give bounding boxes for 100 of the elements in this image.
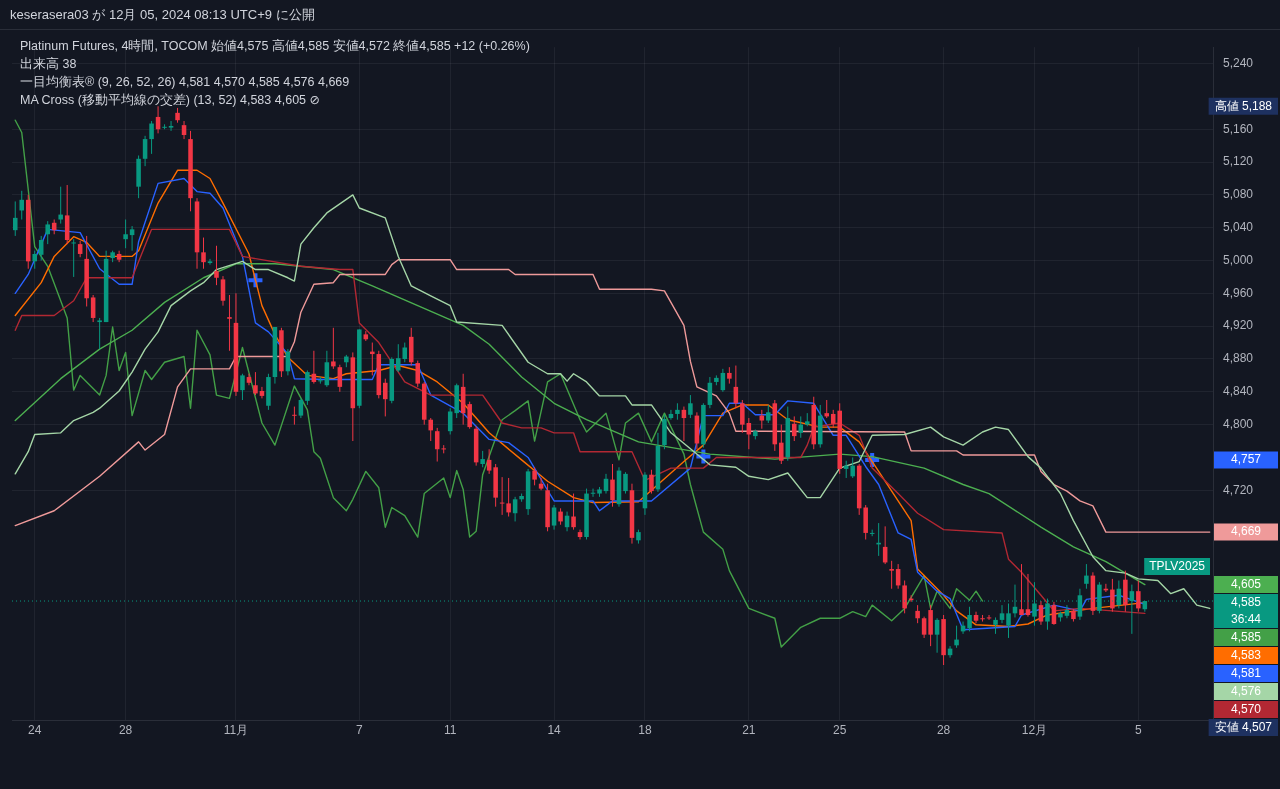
- y-tick-label: 4,880: [1223, 351, 1254, 366]
- x-tick-label: 25: [833, 722, 847, 737]
- y-tick-label: 5,120: [1223, 154, 1254, 169]
- annotation: 出来高 38: [20, 56, 78, 73]
- candlestick: [123, 219, 128, 249]
- candlestick: [227, 294, 232, 352]
- candlestick: [149, 120, 154, 155]
- candlestick: [214, 245, 219, 286]
- annotation: 一目均衡表® (9, 26, 52, 26) 4,581 4,570 4,585 4,576 4,669: [20, 74, 351, 91]
- candlestick: [506, 477, 511, 518]
- candlestick: [97, 317, 102, 350]
- candlestick: [428, 417, 433, 442]
- candlestick: [45, 220, 50, 245]
- candlestick: [292, 406, 297, 426]
- y-tick-label: 5,240: [1223, 55, 1254, 70]
- candlestick: [999, 604, 1005, 624]
- candlestick: [142, 135, 148, 167]
- text: 4,581: [1230, 665, 1262, 680]
- candlestick: [759, 409, 765, 430]
- x-tick-label: 28: [936, 722, 951, 737]
- candlestick: [486, 448, 492, 475]
- candlestick: [259, 386, 265, 399]
- candlestick: [116, 250, 122, 263]
- y-tick-label: 4,960: [1223, 285, 1254, 300]
- chart-title: keserasera03 が 12月 05, 2024 08:13 UTC+9 に公開: [0, 0, 1280, 30]
- candlestick: [1110, 578, 1115, 613]
- x-tick-label: 12月: [1021, 722, 1048, 737]
- candlestick: [1136, 580, 1141, 613]
- x-tick-label: 14: [547, 722, 562, 737]
- candlestick: [12, 200, 18, 237]
- candlestick: [954, 625, 959, 649]
- candlestick: [207, 258, 213, 266]
- candlestick: [915, 604, 920, 624]
- candlestick: [967, 606, 972, 632]
- annotation: Platinum Futures, 4時間, TOCOM 始値4,575 高値4,585 安値4,572 終値4,585 +12 (+0.26%): [20, 38, 530, 55]
- x-tick-label: 5: [1135, 722, 1142, 737]
- y-tick-label: 5,080: [1223, 187, 1254, 202]
- y-tick-label: 4,800: [1223, 416, 1254, 431]
- y-tick-label: 4,720: [1223, 482, 1254, 497]
- y-tick-label: 5,000: [1223, 252, 1254, 267]
- candlestick: [331, 327, 336, 370]
- candlestick: [71, 238, 76, 278]
- candlestick: [383, 378, 388, 417]
- candlestick: [1019, 563, 1024, 616]
- candlestick: [1064, 604, 1070, 619]
- candlestick: [1084, 563, 1089, 590]
- x-tick-label: 18: [638, 722, 652, 737]
- candlestick: [902, 580, 907, 614]
- candlestick: [1025, 573, 1031, 618]
- candlestick: [571, 493, 576, 531]
- x-tick-label: 24: [28, 722, 42, 737]
- text: 4,585: [1230, 629, 1262, 644]
- candlestick: [610, 463, 615, 508]
- candlestick: [1038, 600, 1044, 626]
- candlestick: [90, 294, 96, 323]
- ref-line-label: TPLV2025: [1149, 558, 1206, 573]
- candlestick: [824, 399, 830, 419]
- text: 4,669: [1230, 524, 1262, 539]
- candlestick: [415, 360, 421, 388]
- candlestick: [298, 397, 304, 419]
- x-tick-label: 7: [355, 722, 363, 737]
- candlestick: [779, 424, 784, 465]
- candlestick: [850, 456, 855, 479]
- candlestick: [740, 399, 745, 434]
- candlestick: [467, 401, 472, 430]
- candlestick: [19, 190, 25, 220]
- text: 4,585: [1230, 594, 1262, 609]
- text: 4,576: [1230, 683, 1262, 698]
- candlestick: [532, 466, 537, 486]
- x-tick-label: 11: [443, 722, 457, 737]
- candlestick: [201, 237, 206, 270]
- x-tick-label: 11月: [223, 722, 249, 737]
- annotation: MA Cross (移動平均線の交差) (13, 52) 4,583 4,605 ⊘: [20, 92, 321, 109]
- y-tick-label: 4,840: [1223, 384, 1254, 399]
- candlestick: [921, 616, 927, 639]
- candlestick: [889, 560, 894, 590]
- candlestick: [240, 373, 245, 401]
- candlestick: [688, 394, 693, 419]
- candlestick: [168, 120, 174, 132]
- candlestick: [792, 415, 797, 442]
- text: 安値 4,507: [1214, 719, 1273, 734]
- y-tick-label: 5,040: [1223, 220, 1254, 235]
- y-tick-label: 5,160: [1223, 121, 1254, 136]
- candlestick: [798, 415, 804, 439]
- text: 4,583: [1230, 647, 1262, 662]
- candlestick: [649, 469, 654, 495]
- candlestick: [129, 225, 135, 252]
- text: 高値 5,188: [1214, 98, 1273, 113]
- text: 36:44: [1230, 611, 1262, 626]
- candlestick: [447, 407, 453, 435]
- candlestick: [551, 504, 557, 531]
- candlestick: [766, 404, 771, 424]
- text: 4,570: [1230, 701, 1262, 716]
- candlestick: [934, 617, 940, 654]
- candlestick: [38, 235, 44, 262]
- candlestick: [370, 342, 375, 376]
- text: 4,605: [1230, 576, 1262, 591]
- candlestick: [32, 250, 37, 270]
- candlestick: [58, 186, 63, 225]
- x-tick-label: 28: [118, 722, 133, 737]
